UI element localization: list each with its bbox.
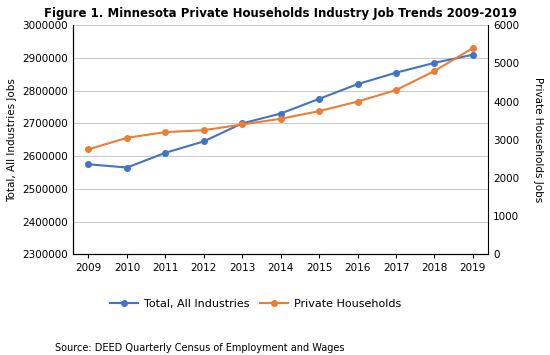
Title: Figure 1. Minnesota Private Households Industry Job Trends 2009-2019: Figure 1. Minnesota Private Households I… bbox=[44, 7, 517, 20]
Legend: Total, All Industries, Private Households: Total, All Industries, Private Household… bbox=[106, 294, 405, 313]
Y-axis label: Total, All Industries Jobs: Total, All Industries Jobs bbox=[7, 78, 17, 202]
Y-axis label: Private Households Jobs: Private Households Jobs bbox=[533, 77, 543, 202]
Text: Source: DEED Quarterly Census of Employment and Wages: Source: DEED Quarterly Census of Employm… bbox=[55, 343, 344, 354]
